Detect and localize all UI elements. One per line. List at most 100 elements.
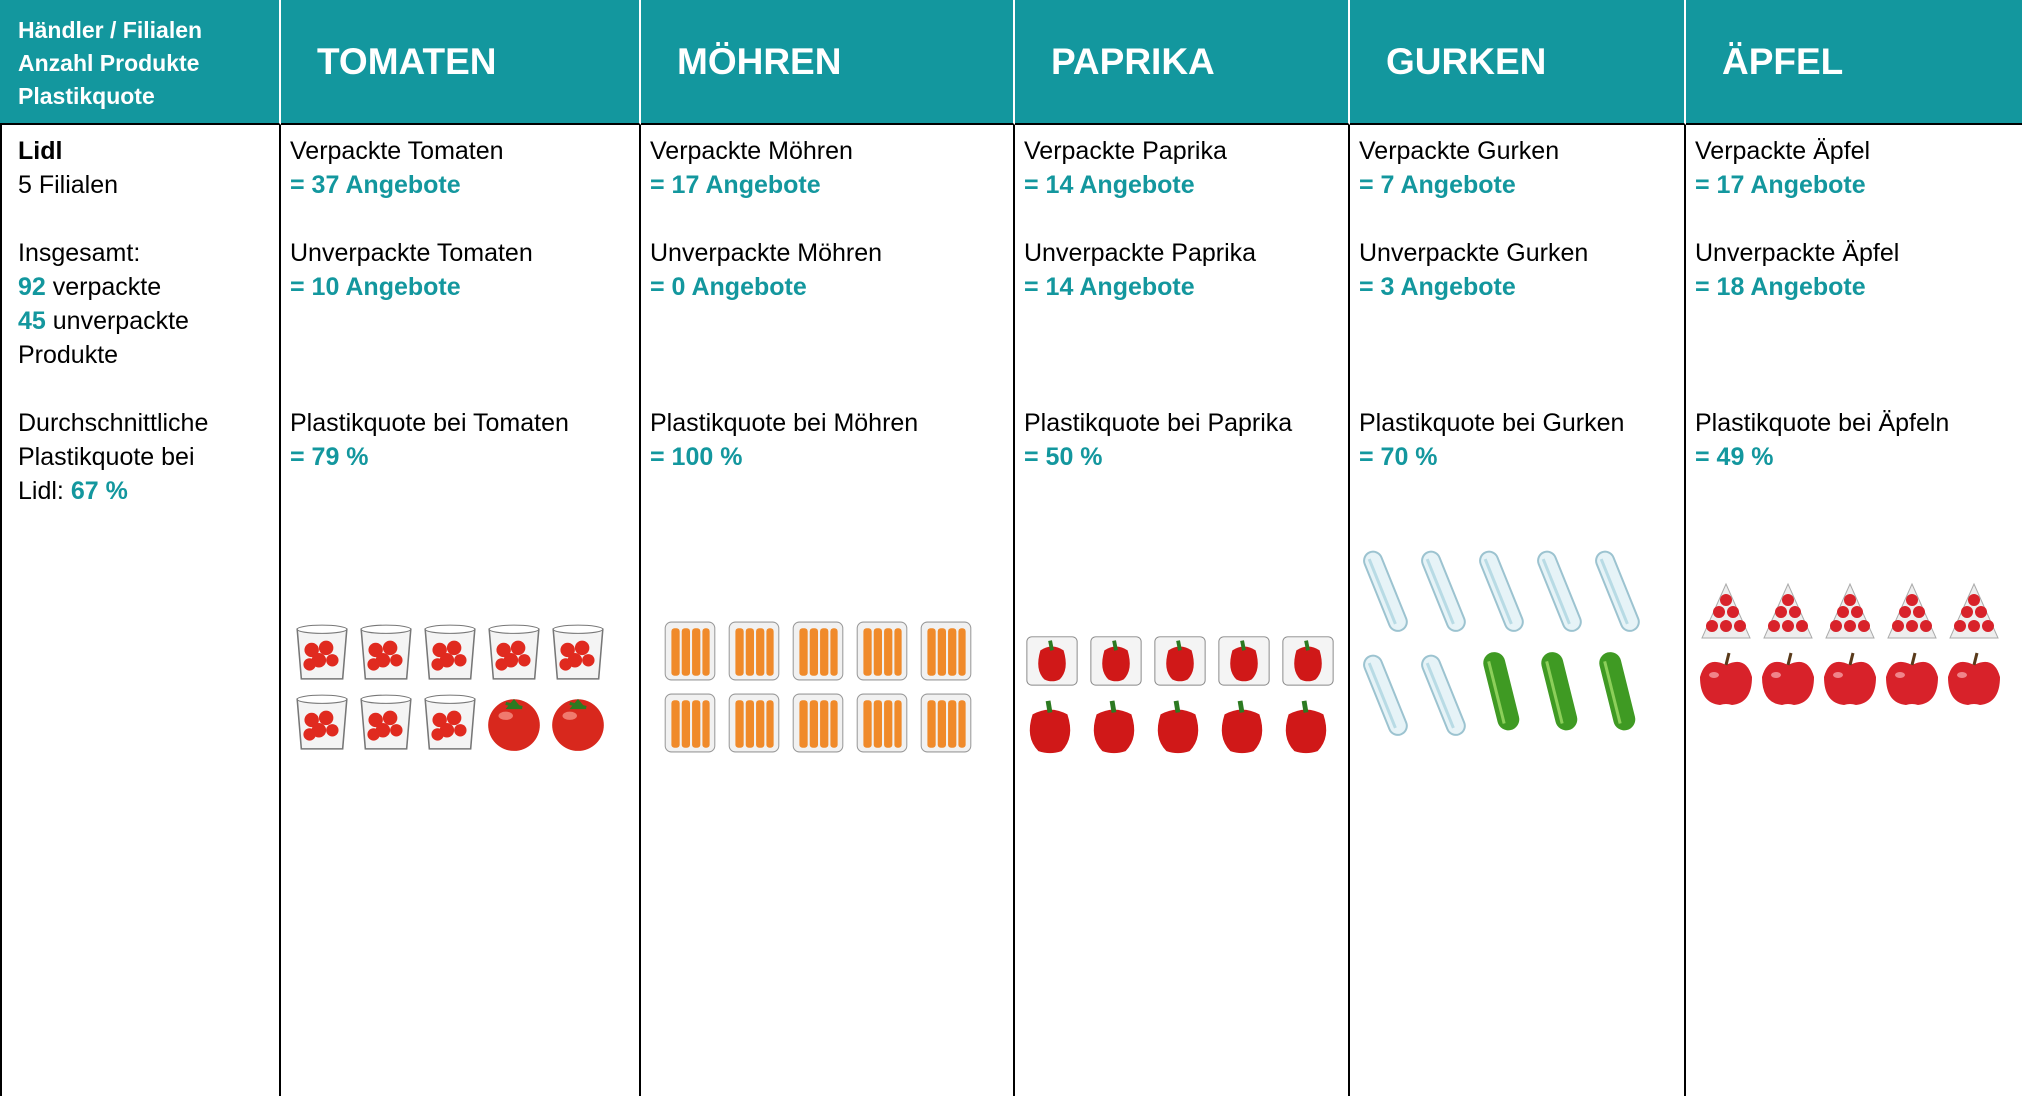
total-label: Insgesamt: [18,239,141,267]
product-cell: Verpackte Gurken = 7 Angebote Unverpackte … [1350,125,1686,1096]
icon-packed [728,621,780,681]
header-cell: Händler / Filialen Anzahl Produkte Plast… [0,0,281,125]
product-cell: Verpackte Paprika = 14 Angebote Unverpackt… [1015,125,1350,1096]
icon-packed [360,694,412,750]
quota-value: 67 % [70,477,128,505]
icon-unpacked [1030,701,1070,753]
icon-packed [792,693,844,753]
icon-packed [664,621,716,681]
quota-label: Plastikquote bei Gurken [1359,409,1625,437]
icon-packed [424,694,476,750]
icon-packed [1152,634,1208,688]
icon-packed [1533,547,1586,635]
header-label: Plastikquote [18,83,155,109]
unpacked-label: Unverpackte Möhren [650,239,883,267]
product-cell: Verpackte Tomaten = 37 Angebote Unverpackt… [281,125,641,1096]
unpacked-count: 45 [18,307,46,335]
quota-label: Plastikquote bei Möhren [650,409,919,437]
quota-value: = 79 % [290,443,369,471]
unpacked-value: = 14 Angebote [1024,273,1195,301]
icon-unpacked [486,697,542,753]
product-cell: Verpackte Möhren = 17 Angebote Unverpackte… [641,125,1015,1096]
icon-grid [1024,634,1336,771]
quota-value: = 49 % [1695,443,1774,471]
icon-unpacked [1479,648,1524,735]
column-title: MÖHREN [641,0,1015,125]
icon-packed [424,624,476,680]
quota-prefix: Lidl: [18,477,64,505]
quota-label: Plastikquote bei Äpfeln [1695,409,1950,437]
icon-packed [1280,634,1336,688]
icon-unpacked [1822,651,1878,707]
icon-packed [1763,583,1813,639]
icon-packed [1887,583,1937,639]
icon-packed [1475,547,1528,635]
unpacked-total: 45 unverpackte [18,307,189,336]
icon-grid [664,621,972,753]
quota-label: Plastikquote bei Paprika [1024,409,1293,437]
column-title: TOMATEN [281,0,641,125]
icon-unpacked [1595,648,1640,735]
column-title: ÄPFEL [1686,0,2022,125]
icon-packed [1359,547,1412,635]
unpacked-label: Unverpackte Gurken [1359,239,1589,267]
store-count: 5 Filialen [18,171,119,199]
packed-count: 92 [18,273,46,301]
unpacked-label: Unverpackte Tomaten [290,239,533,267]
packed-label: Verpackte Gurken [1359,137,1560,165]
icon-unpacked [1222,701,1262,753]
icon-packed [664,693,716,753]
quota-value: = 70 % [1359,443,1438,471]
icon-packed [1088,634,1144,688]
icon-unpacked [1537,648,1582,735]
icon-packed [296,624,348,680]
unpacked-value: = 3 Angebote [1359,273,1516,301]
icon-packed [856,621,908,681]
packed-label: Verpackte Tomaten [290,137,504,165]
column-title: GURKEN [1350,0,1686,125]
icon-unpacked [1286,701,1326,753]
quota-label: Plastikquote bei [18,443,195,471]
icon-packed [728,693,780,753]
icon-packed [920,621,972,681]
icon-packed [1825,583,1875,639]
icon-packed [360,624,412,680]
packed-value: = 14 Angebote [1024,171,1195,199]
packed-label: Verpackte Äpfel [1695,137,1871,165]
products-text: Produkte [18,341,119,369]
icon-packed [1359,651,1412,739]
unpacked-value: = 0 Angebote [650,273,807,301]
icon-packed [1701,583,1751,639]
icon-unpacked [1760,651,1816,707]
icon-grid [1359,547,1644,739]
unpacked-value: = 18 Angebote [1695,273,1866,301]
product-cell: Verpackte Äpfel = 17 Angebote Unverpackte … [1686,125,2022,1096]
icon-packed [792,621,844,681]
quota-value: = 100 % [650,443,743,471]
retailer-name: Lidl [18,137,63,165]
icon-packed [1591,547,1644,635]
icon-packed [1417,547,1470,635]
column-title: PAPRIKA [1015,0,1350,125]
icon-unpacked [1698,651,1754,707]
quota-line: Lidl: 67 % [18,477,128,506]
icon-unpacked [1094,701,1134,753]
icon-unpacked [1946,651,2002,707]
icon-unpacked [1158,701,1198,753]
icon-packed [552,624,604,680]
icon-packed [1024,634,1080,688]
retailer-cell: Lidl 5 Filialen Insgesamt: 92 verpackte … [0,125,281,1096]
unpacked-label: Unverpackte Paprika [1024,239,1257,267]
icon-packed [1216,634,1272,688]
icon-packed [1417,651,1470,739]
icon-grid [296,624,606,753]
icon-grid [1698,583,2002,707]
icon-packed [488,624,540,680]
quota-label: Plastikquote bei Tomaten [290,409,569,437]
packed-value: = 17 Angebote [650,171,821,199]
header-label: Händler / Filialen [18,17,203,43]
packed-label: Verpackte Möhren [650,137,853,165]
packed-value: = 17 Angebote [1695,171,1866,199]
packed-value: = 37 Angebote [290,171,461,199]
